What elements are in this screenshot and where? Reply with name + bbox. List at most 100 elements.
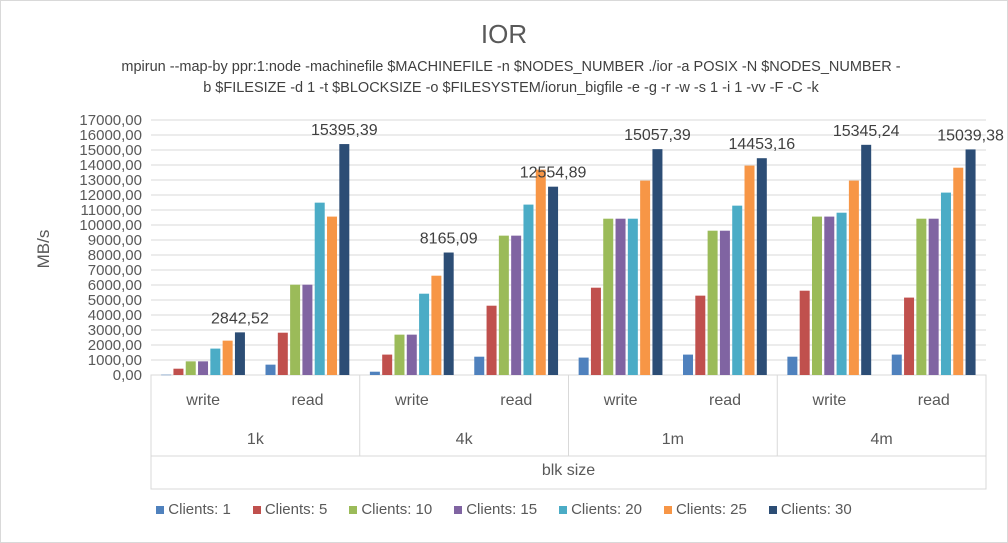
- bar-clients-1: [265, 364, 276, 375]
- legend: Clients: 1 Clients: 5 Clients: 10 Clients: …: [1, 501, 1007, 518]
- legend-item: Clients: 25: [663, 501, 747, 518]
- chart-title: IOR: [480, 19, 528, 49]
- legend-item: Clients: 15: [454, 501, 537, 518]
- x-axis-title: blk size: [542, 462, 595, 479]
- bar-clients-10: [394, 334, 405, 375]
- bar-clients-5: [382, 354, 393, 375]
- legend-label: Clients: 20: [571, 501, 642, 518]
- subcategory-label: read: [292, 392, 324, 409]
- legend-swatch: [156, 505, 165, 514]
- bar-clients-30: [652, 149, 663, 375]
- legend-item: Clients: 1: [156, 501, 231, 518]
- bar-clients-30: [756, 158, 767, 375]
- legend-label: Clients: 10: [361, 501, 433, 518]
- y-tick-label: 12000,00: [79, 187, 142, 204]
- bar-clients-15: [615, 218, 626, 375]
- group-label: 4m: [871, 431, 893, 448]
- y-tick-label: 17000,00: [79, 112, 142, 129]
- y-tick-label: 8000,00: [88, 247, 142, 264]
- legend-swatch: [559, 505, 568, 514]
- bar-clients-15: [406, 334, 417, 375]
- bar-clients-5: [904, 297, 915, 375]
- bar-clients-10: [603, 218, 614, 375]
- bar-clients-5: [277, 332, 288, 375]
- bar-clients-25: [535, 169, 546, 375]
- bar-clients-1: [369, 371, 380, 375]
- bar-clients-20: [836, 212, 847, 375]
- data-label: 2842,52: [211, 310, 269, 327]
- bar-clients-25: [640, 180, 651, 375]
- subtitle-line: mpirun --map-by ppr:1:node -machinefile …: [121, 59, 901, 75]
- bar-clients-15: [302, 284, 313, 375]
- legend-label: Clients: 1: [168, 501, 231, 518]
- legend-swatch: [768, 505, 777, 514]
- y-tick-label: 5000,00: [88, 292, 142, 309]
- bar-clients-5: [590, 287, 601, 375]
- y-tick-label: 15000,00: [79, 142, 142, 159]
- bar-clients-5: [486, 305, 497, 375]
- y-tick-label: 1000,00: [88, 352, 142, 369]
- bar-clients-30: [965, 149, 976, 375]
- bar-clients-10: [811, 216, 822, 375]
- legend-swatch: [663, 505, 672, 514]
- bar-clients-1: [474, 356, 485, 375]
- data-label: 15395,39: [311, 122, 378, 139]
- bar-clients-20: [627, 218, 638, 375]
- legend-item: Clients: 10: [349, 501, 432, 518]
- bar-clients-15: [198, 361, 209, 375]
- bar-clients-5: [695, 295, 706, 375]
- subcategory-label: read: [500, 392, 532, 409]
- y-tick-label: 14000,00: [79, 157, 142, 174]
- bar-clients-1: [787, 356, 798, 375]
- data-label: 14453,16: [728, 136, 795, 153]
- bar-clients-30: [548, 186, 559, 375]
- bar-clients-30: [443, 252, 454, 375]
- bar-clients-25: [953, 167, 964, 375]
- bar-clients-30: [234, 332, 245, 375]
- bar-clients-30: [339, 144, 350, 375]
- y-axis-title: MB/s: [34, 230, 53, 269]
- y-tick-label: 16000,00: [79, 127, 142, 144]
- bar-clients-1: [161, 374, 172, 376]
- bar-clients-15: [928, 218, 939, 375]
- subcategory-label: write: [603, 392, 638, 409]
- bar-clients-10: [916, 218, 927, 375]
- bar-clients-5: [799, 290, 810, 375]
- group-label: 1m: [662, 431, 684, 448]
- bar-clients-20: [940, 192, 951, 375]
- y-tick-label: 10000,00: [79, 217, 142, 234]
- bar-clients-1: [891, 354, 902, 375]
- bar-clients-20: [419, 293, 430, 375]
- data-label: 15057,39: [624, 127, 691, 144]
- legend-swatch: [454, 505, 463, 514]
- chart-subtitle: mpirun --map-by ppr:1:node -machinefile …: [101, 57, 921, 99]
- group-label: 4k: [456, 431, 474, 448]
- legend-label: Clients: 15: [466, 501, 538, 518]
- bar-clients-15: [511, 235, 522, 375]
- legend-item: Clients: 30: [768, 501, 852, 518]
- subcategory-label: write: [185, 392, 220, 409]
- subcategory-label: write: [394, 392, 429, 409]
- y-tick-label: 9000,00: [88, 232, 142, 249]
- bar-clients-10: [498, 235, 509, 375]
- subtitle-line: b $FILESIZE -d 1 -t $BLOCKSIZE -o $FILES…: [203, 80, 819, 96]
- data-label: 12554,89: [520, 165, 587, 182]
- y-tick-label: 7000,00: [88, 262, 142, 279]
- bar-clients-5: [173, 368, 184, 375]
- bar-clients-10: [290, 284, 301, 375]
- bar-clients-25: [222, 340, 233, 375]
- bar-clients-20: [314, 202, 325, 375]
- bar-clients-25: [327, 216, 338, 375]
- bar-clients-20: [210, 348, 221, 375]
- legend-swatch: [252, 505, 261, 514]
- data-label: 8165,09: [420, 231, 478, 248]
- bar-clients-15: [824, 216, 835, 375]
- bar-clients-20: [732, 205, 743, 375]
- y-tick-label: 3000,00: [88, 322, 142, 339]
- subcategory-label: write: [812, 392, 847, 409]
- subcategory-label: read: [918, 392, 950, 409]
- y-tick-label: 6000,00: [88, 277, 142, 294]
- bar-clients-10: [185, 361, 196, 375]
- bar-clients-15: [719, 230, 730, 375]
